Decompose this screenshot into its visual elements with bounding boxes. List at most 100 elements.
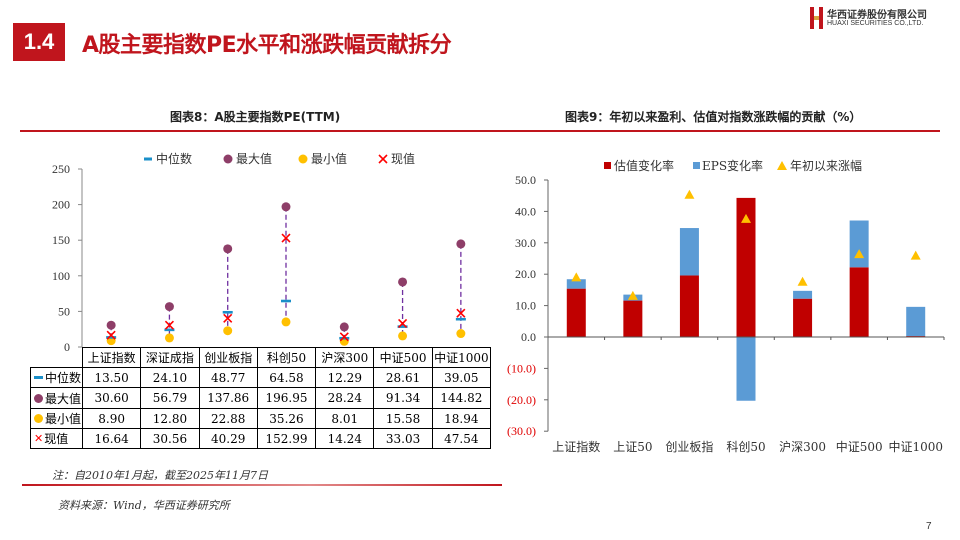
table-cell: 40.29 — [198, 428, 258, 449]
table-cell: 196.95 — [256, 387, 317, 409]
x-category-label: 科创50 — [726, 440, 765, 454]
y-tick-label: 50.0 — [515, 173, 536, 187]
table-cell: 12.29 — [315, 367, 375, 388]
x-category-label: 上证50 — [613, 440, 652, 454]
min-point — [281, 317, 291, 327]
min-point — [398, 331, 408, 341]
ytd-marker — [910, 250, 921, 260]
legend-min-icon — [298, 154, 308, 164]
max-point — [223, 244, 233, 254]
current-marker — [339, 332, 349, 342]
table-cell: 33.03 — [373, 428, 433, 449]
ytd-marker — [854, 249, 865, 259]
x-category-label: 沪深300 — [315, 347, 375, 368]
max-point — [456, 239, 466, 249]
median-marker — [164, 328, 175, 332]
section-number-badge: 1.4 — [13, 23, 65, 61]
current-marker — [223, 313, 233, 323]
legend-ytd-icon — [777, 161, 787, 170]
max-point — [398, 277, 408, 287]
y-tick-label: (20.0) — [507, 393, 536, 407]
table-cell: 18.94 — [431, 408, 491, 429]
valuation-bar — [623, 300, 643, 337]
y-tick-label: (10.0) — [507, 361, 536, 375]
max-point — [339, 322, 349, 332]
legend-current-icon — [378, 154, 388, 164]
max-point — [281, 202, 291, 212]
y-tick-label: 20.0 — [515, 267, 536, 281]
current-marker — [281, 233, 291, 243]
row-legend-icon — [34, 393, 43, 403]
chart-note: 注：自2010年1月起，截至2025年11月7日 — [52, 469, 268, 482]
table-cell: 22.88 — [198, 408, 258, 429]
logo-name-en: HUAXI SECURITIES CO.,LTD. — [827, 20, 924, 27]
table-cell: 48.77 — [198, 367, 258, 388]
slide-title: A股主要指数PE水平和涨跌幅贡献拆分 — [82, 33, 452, 58]
valuation-bar — [736, 197, 756, 337]
table-cell: 15.58 — [373, 408, 433, 429]
current-marker — [164, 320, 174, 330]
x-category-label: 沪深300 — [779, 440, 826, 454]
eps-bar — [679, 228, 699, 276]
x-category-label: 创业板指 — [665, 439, 713, 454]
legend-label: 最小值 — [311, 151, 347, 166]
table-cell: 39.05 — [431, 367, 491, 388]
table-row-header: 中位数 — [30, 367, 83, 388]
y-tick-label: 0.0 — [521, 330, 536, 344]
legend-label: 年初以来涨幅 — [790, 158, 862, 173]
eps-bar — [906, 306, 926, 337]
current-marker — [456, 308, 466, 318]
min-point — [223, 326, 233, 336]
max-point — [164, 302, 174, 312]
legend-label: 现值 — [391, 151, 415, 166]
y-tick-label: 0 — [64, 340, 70, 354]
median-marker — [281, 299, 291, 303]
page-number: 7 — [926, 521, 932, 532]
row-legend-icon — [34, 376, 43, 379]
row-legend-icon: ✕ — [34, 432, 44, 445]
chart9-title: 图表9：年初以来盈利、估值对指数涨跌幅的贡献（%） — [565, 110, 862, 124]
median-marker — [455, 317, 466, 321]
table-row-header: ✕ 现值 — [30, 428, 83, 449]
table-cell: 14.24 — [315, 428, 375, 449]
row-label: 现值 — [44, 432, 69, 446]
ytd-marker — [797, 276, 808, 286]
table-cell: 28.61 — [373, 367, 433, 388]
logo-name-cn: 华西证券股份有限公司 — [827, 10, 927, 21]
valuation-bar — [849, 267, 869, 337]
eps-bar — [736, 337, 756, 401]
y-tick-label: 100 — [52, 269, 70, 283]
y-tick-label: (30.0) — [507, 424, 536, 438]
x-category-label: 中证500 — [836, 439, 883, 454]
table-cell: 152.99 — [256, 428, 317, 449]
ytd-marker — [627, 290, 638, 300]
legend-label: 中位数 — [156, 151, 192, 166]
y-tick-label: 150 — [52, 233, 70, 247]
company-logo: 华西证券股份有限公司 HUAXI SECURITIES CO.,LTD. — [810, 6, 950, 32]
table-row-header: 最大值 — [30, 387, 83, 409]
eps-bar — [566, 279, 586, 289]
legend-median-icon — [144, 157, 152, 161]
y-tick-label: 50 — [58, 304, 70, 318]
legend-valuation-icon — [604, 162, 611, 169]
x-category-label: 深证成指 — [140, 347, 200, 368]
table-cell: 47.54 — [431, 428, 491, 449]
ytd-marker — [684, 189, 695, 199]
logo-mark-icon — [810, 7, 823, 29]
legend-label: EPS变化率 — [702, 158, 763, 173]
y-tick-label: 40.0 — [515, 204, 536, 218]
x-category-label: 上证指数 — [82, 347, 142, 368]
valuation-bar — [566, 288, 586, 337]
median-marker — [222, 310, 233, 314]
y-tick-label: 10.0 — [515, 299, 536, 313]
min-point — [164, 333, 174, 343]
current-marker — [106, 330, 116, 340]
y-tick-label: 200 — [52, 198, 70, 212]
current-marker — [398, 318, 408, 329]
x-category-label: 中证1000 — [888, 439, 943, 454]
median-marker — [397, 325, 408, 328]
legend-label: 最大值 — [236, 151, 272, 166]
